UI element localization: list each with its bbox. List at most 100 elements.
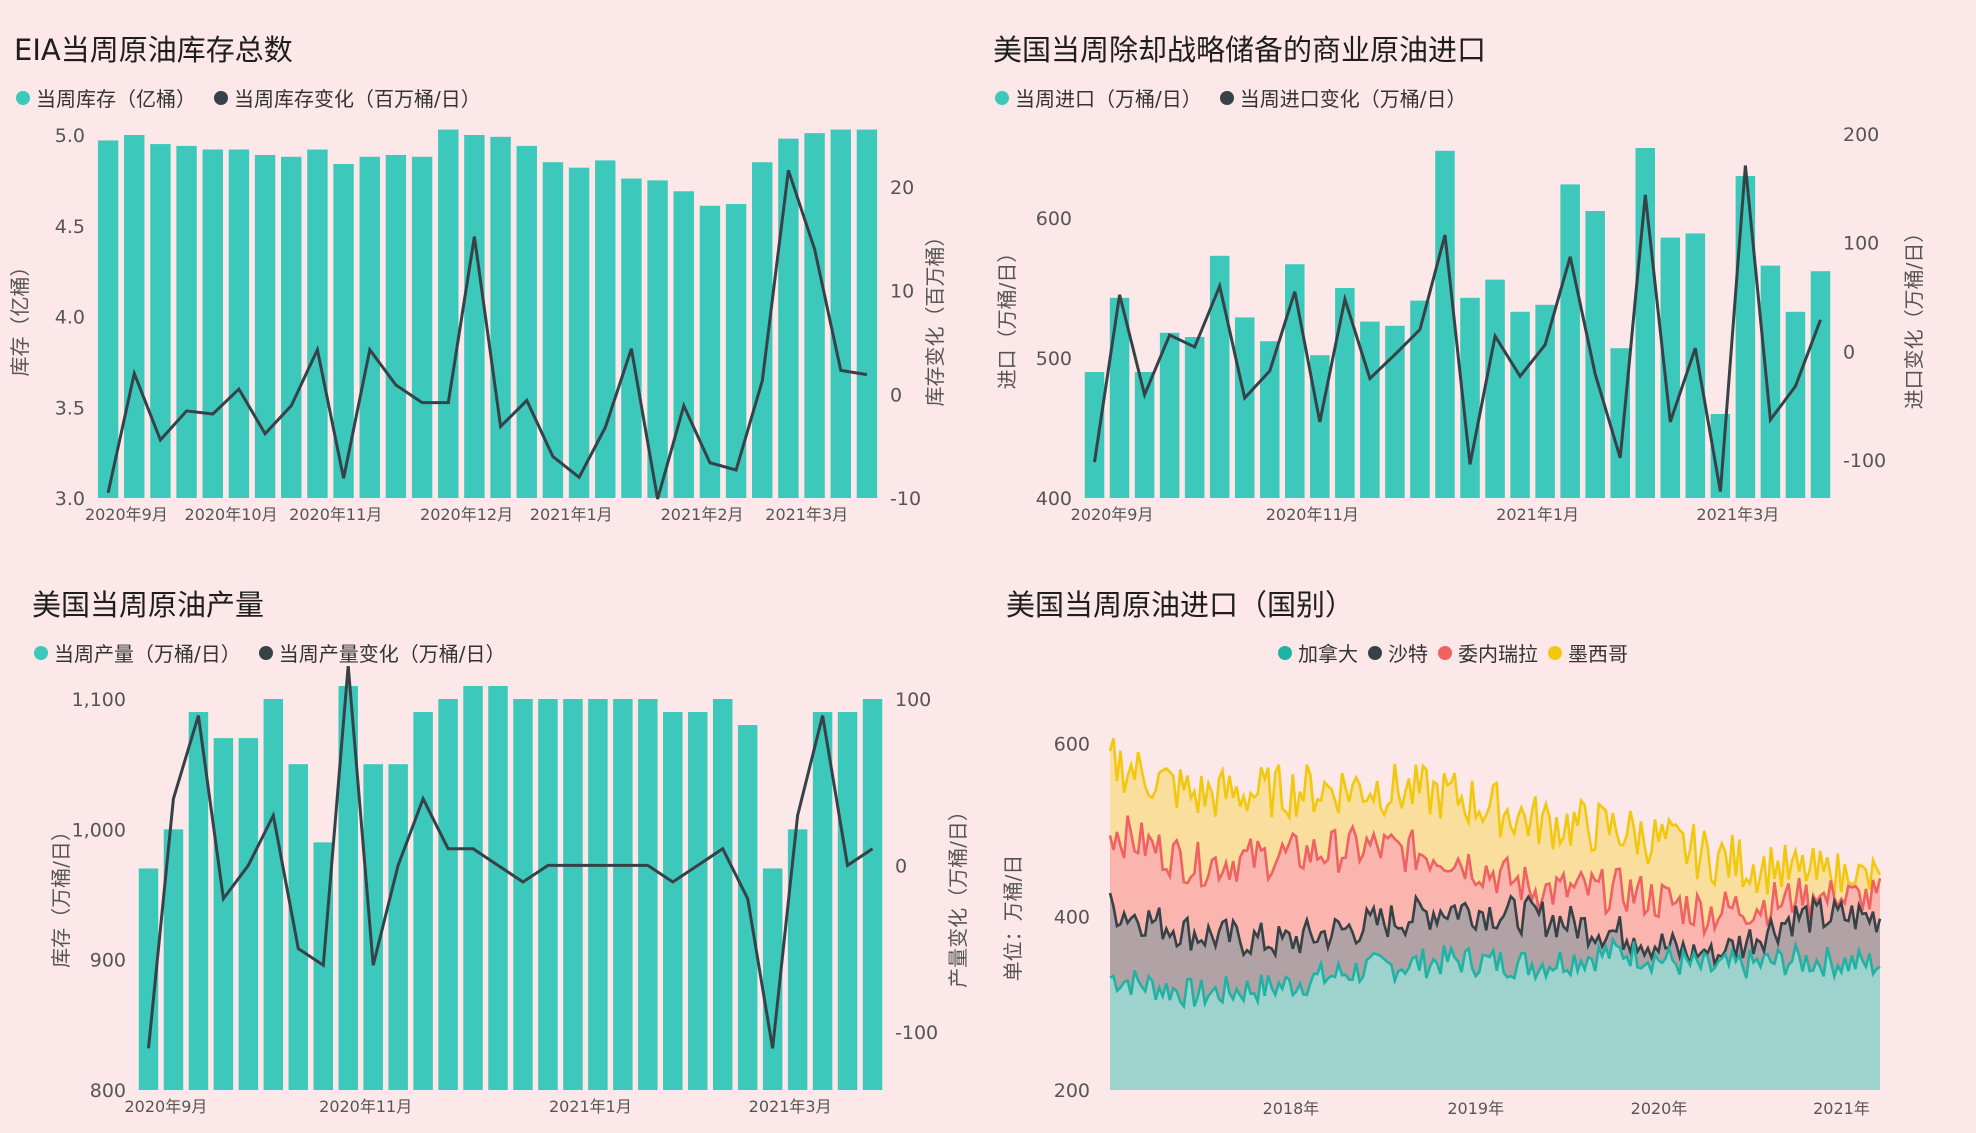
chart2-title: 美国当周除却战略储备的商业原油进口: [993, 33, 1487, 67]
chart2-y-tick-right: 0: [1843, 341, 1855, 363]
chart2-bar: [1234, 317, 1255, 498]
chart3-bar: [363, 764, 383, 1090]
chart1-bar: [647, 180, 668, 498]
chart1-title: EIA当周原油库存总数: [14, 33, 293, 67]
chart1-bar: [176, 145, 197, 498]
chart1-bar: [359, 156, 380, 498]
chart3-bar: [463, 685, 483, 1090]
chart2-bar: [1510, 311, 1530, 498]
chart1-bar: [385, 154, 407, 498]
chart3-bar: [438, 699, 458, 1090]
chart2-legend-item-change[interactable]: 当周进口变化（万桶/日）: [1219, 83, 1467, 112]
chart4-legend-label-saudi: 沙特: [1388, 642, 1428, 666]
chart2-x-tick: 2021年1月: [1496, 505, 1579, 524]
chart1-bar: [516, 145, 537, 498]
chart3-bar: [538, 699, 558, 1090]
chart2-x-tick: 2021年3月: [1696, 505, 1779, 524]
chart3-bar: [663, 712, 683, 1090]
chart3-bar: [762, 868, 783, 1090]
chart4-legend-dot-venezuela: [1438, 645, 1452, 660]
chart2-y-tick-right: 200: [1843, 124, 1879, 146]
chart3-y-tick-left: 900: [90, 950, 126, 972]
chart2-bar: [1535, 304, 1555, 498]
chart1-bar: [542, 162, 564, 498]
chart4-y-tick: 400: [1054, 907, 1090, 929]
chart3-svg: 1,100 1,000 900 800 100 0 -100 库存（万桶/日） 产量变化（万桶/…: [49, 666, 970, 1116]
chart3-bar: [163, 829, 184, 1090]
chart1-bar: [438, 129, 459, 498]
chart1-bar: [621, 178, 642, 498]
chart4-legend-item-mexico[interactable]: 墨西哥: [1548, 638, 1628, 667]
chart4-line-canada: [1109, 935, 1881, 1010]
chart2-svg: 600 500 400 200 100 0 -100 进口（万桶/日） 进口变化（万桶/日） 20…: [995, 124, 1926, 524]
chart4-legend-dot-canada: [1278, 645, 1292, 660]
chart2-x-tick: 2020年11月: [1266, 505, 1359, 524]
chart2-bar: [1685, 233, 1706, 498]
chart3-bar: [213, 738, 234, 1090]
chart3-x-tick: 2020年11月: [319, 1097, 412, 1116]
chart3-bar: [688, 712, 708, 1090]
chart3-bar: [188, 712, 209, 1090]
chart1-y-title-left: 库存（亿桶）: [8, 257, 32, 377]
chart3-bar: [263, 699, 284, 1090]
chart3-bar: [563, 699, 583, 1090]
chart2-bar: [1485, 279, 1505, 498]
chart4-legend-label-canada: 加拿大: [1298, 642, 1358, 666]
chart4-line-saudi: [1108, 892, 1882, 970]
chart1-x-tick: 2021年1月: [530, 505, 613, 524]
chart3-bar: [862, 699, 883, 1090]
chart4-x-tick: 2018年: [1263, 1099, 1320, 1118]
chart1-legend-item-change[interactable]: 当周库存变化（百万桶/日）: [214, 83, 481, 112]
chart3-legend-item-output[interactable]: 当周产量（万桶/日）: [34, 638, 241, 667]
chart4-y-tick: 600: [1054, 733, 1090, 755]
chart2-bar: [1084, 372, 1105, 498]
chart3-x-tick: 2021年1月: [549, 1097, 632, 1116]
chart1-legend-dot-change: [214, 90, 228, 105]
chart4-x-tick: 2019年: [1447, 1099, 1504, 1118]
chart2-legend-label-imports: 当周进口（万桶/日）: [1015, 87, 1202, 111]
chart2-bar: [1610, 348, 1630, 498]
chart3-y-tick-left: 1,100: [72, 689, 126, 711]
chart4-area-canada: [1110, 939, 1880, 1090]
chart2-bar: [1660, 237, 1681, 498]
chart3-y-tick-right: -100: [895, 1022, 938, 1044]
chart1-y-tick-left: 5.0: [55, 125, 85, 147]
chart3-legend-item-change[interactable]: 当周产量变化（万桶/日）: [258, 638, 506, 667]
chart1-y-tick-right: 0: [890, 384, 902, 406]
chart3-bar: [238, 738, 259, 1090]
chart1-bar: [411, 156, 433, 498]
chart2-y-tick-left: 600: [1036, 208, 1072, 230]
chart3-bar: [413, 712, 433, 1090]
chart2-bar: [1760, 265, 1781, 498]
chart1-x-tick: 2020年10月: [185, 505, 278, 524]
chart2-y-title-right: 进口变化（万桶/日）: [1902, 223, 1926, 410]
chart1-legend-label-change: 当周库存变化（百万桶/日）: [234, 87, 481, 111]
chart3-legend-label-output: 当周产量（万桶/日）: [54, 642, 241, 666]
chart2-bar: [1735, 176, 1756, 498]
chart1-bar: [490, 136, 511, 498]
chart3-bar: [837, 712, 858, 1090]
chart2-bar: [1134, 372, 1155, 498]
chart2-bar: [1785, 311, 1806, 498]
chart4-legend-item-canada[interactable]: 加拿大: [1278, 638, 1358, 667]
chart1-line-change: [106, 169, 868, 500]
chart1-bar: [254, 154, 276, 498]
chart4-x-tick: 2020年: [1631, 1099, 1688, 1118]
chart1-x-tick: 2020年11月: [289, 505, 382, 524]
chart1-bar: [595, 160, 616, 498]
chart4-legend-item-venezuela[interactable]: 委内瑞拉: [1438, 638, 1538, 667]
chart3-bar: [712, 699, 733, 1090]
chart1-x-tick: 2021年2月: [661, 505, 744, 524]
chart1-bar: [752, 162, 773, 498]
chart4-legend-dot-saudi: [1368, 645, 1382, 660]
chart3-bar: [288, 764, 309, 1090]
chart2-legend-item-imports[interactable]: 当周进口（万桶/日）: [995, 83, 1202, 112]
chart2-bar: [1460, 297, 1480, 498]
chart1-legend-item-stock[interactable]: 当周库存（亿桶）: [16, 83, 196, 112]
chart2-bar: [1109, 297, 1130, 498]
chart4-line-venezuela: [1108, 815, 1882, 939]
chart2-legend-dot-change: [1219, 90, 1234, 105]
chart4-y-tick: 200: [1054, 1080, 1090, 1102]
chart4-legend-item-saudi[interactable]: 沙特: [1368, 638, 1428, 667]
chart3-bar: [488, 685, 508, 1090]
